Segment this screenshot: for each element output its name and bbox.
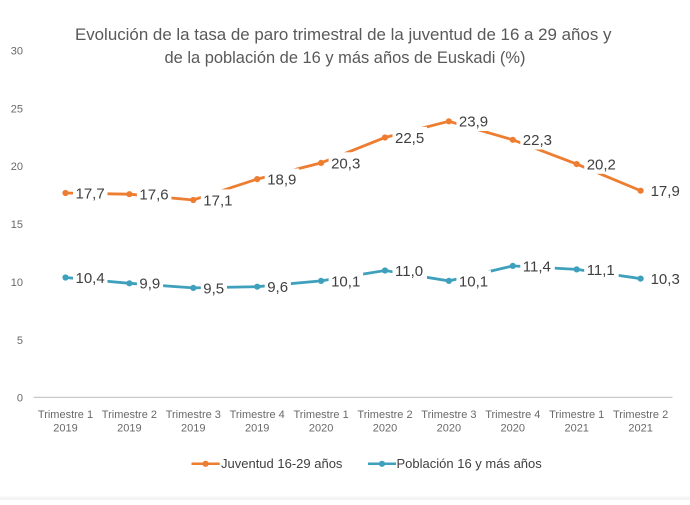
svg-text:17,7: 17,7 (76, 185, 105, 202)
svg-text:9,5: 9,5 (203, 280, 224, 297)
svg-text:20: 20 (11, 161, 23, 173)
svg-text:17,9: 17,9 (651, 183, 680, 200)
svg-text:11,1: 11,1 (587, 262, 615, 279)
svg-text:Trimestre 4: Trimestre 4 (485, 409, 540, 421)
svg-text:23,9: 23,9 (459, 114, 488, 131)
svg-text:2021: 2021 (564, 423, 588, 435)
svg-text:Población 16 y más años: Población 16 y más años (397, 456, 543, 471)
svg-text:18,9: 18,9 (267, 172, 296, 189)
svg-text:22,5: 22,5 (395, 130, 424, 147)
svg-text:0: 0 (17, 393, 23, 405)
svg-text:25: 25 (11, 103, 23, 115)
svg-text:2020: 2020 (437, 423, 461, 435)
svg-text:Trimestre 3: Trimestre 3 (421, 409, 476, 421)
svg-text:2019: 2019 (117, 423, 141, 435)
svg-text:2020: 2020 (501, 423, 525, 435)
svg-text:de la población de 16 y más añ: de la población de 16 y más años de Eusk… (165, 48, 526, 67)
svg-text:Trimestre 3: Trimestre 3 (166, 409, 221, 421)
svg-text:10,4: 10,4 (76, 270, 105, 287)
svg-text:2019: 2019 (245, 423, 269, 435)
svg-text:2019: 2019 (53, 423, 77, 435)
svg-text:10,1: 10,1 (331, 273, 360, 290)
svg-text:Trimestre 1: Trimestre 1 (293, 409, 348, 421)
svg-text:Trimestre 1: Trimestre 1 (549, 409, 604, 421)
svg-text:11,0: 11,0 (395, 263, 423, 280)
svg-text:Trimestre 4: Trimestre 4 (230, 409, 285, 421)
svg-text:Trimestre 1: Trimestre 1 (38, 409, 93, 421)
svg-text:30: 30 (11, 46, 23, 58)
svg-text:2021: 2021 (628, 423, 652, 435)
svg-text:10: 10 (11, 277, 23, 289)
svg-text:20,3: 20,3 (331, 155, 360, 172)
svg-text:17,1: 17,1 (203, 192, 232, 209)
svg-text:10,3: 10,3 (651, 271, 680, 288)
svg-text:9,9: 9,9 (139, 276, 160, 293)
svg-text:22,3: 22,3 (523, 132, 552, 149)
svg-text:20,2: 20,2 (587, 157, 616, 174)
svg-text:10,1: 10,1 (459, 273, 488, 290)
svg-text:17,6: 17,6 (139, 187, 168, 204)
svg-text:Trimestre 2: Trimestre 2 (357, 409, 412, 421)
svg-text:Trimestre 2: Trimestre 2 (613, 409, 668, 421)
svg-text:11,4: 11,4 (523, 258, 551, 275)
svg-text:2020: 2020 (309, 423, 333, 435)
svg-text:5: 5 (17, 335, 23, 347)
svg-text:Evolución de la tasa de paro t: Evolución de la tasa de paro trimestral … (75, 25, 612, 44)
svg-text:9,6: 9,6 (267, 279, 288, 296)
svg-text:2020: 2020 (373, 423, 397, 435)
svg-text:2019: 2019 (181, 423, 205, 435)
svg-text:Juventud 16-29 años: Juventud 16-29 años (221, 456, 343, 471)
svg-text:Trimestre 2: Trimestre 2 (102, 409, 157, 421)
svg-text:15: 15 (11, 219, 23, 231)
